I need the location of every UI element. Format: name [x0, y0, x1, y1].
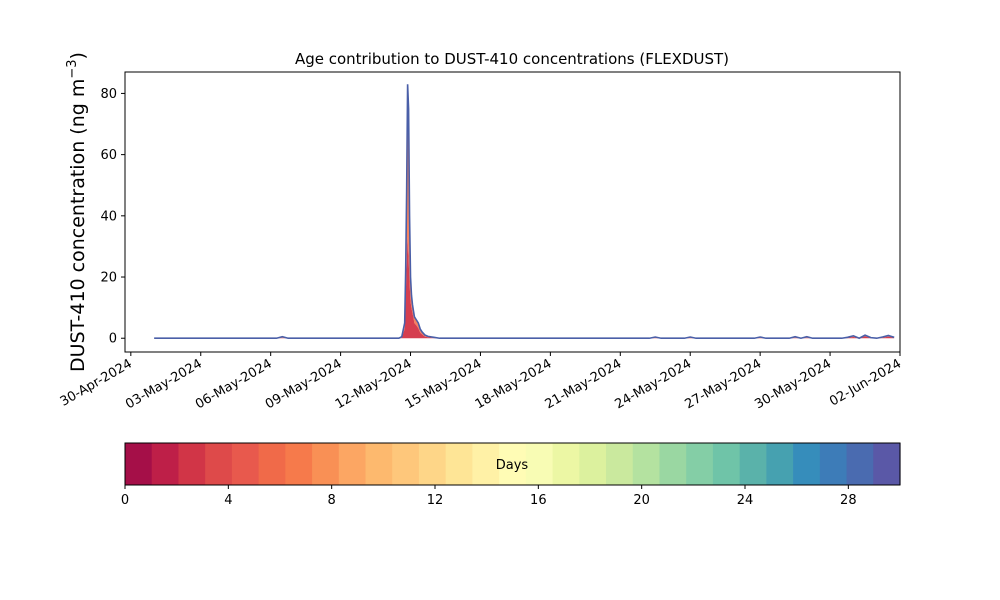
- plot-area: [154, 84, 895, 340]
- colorbar-segment: [151, 443, 180, 485]
- colorbar-segment: [445, 443, 474, 485]
- colorbar-segment: [686, 443, 714, 485]
- colorbar-tick-label: 12: [427, 493, 444, 508]
- y-axis-label-close: ): [67, 52, 89, 59]
- colorbar-segment: [472, 443, 500, 485]
- x-tick-label: 24-May-2024: [613, 356, 695, 412]
- x-tick-label: 06-May-2024: [193, 356, 275, 412]
- x-tick-label: 12-May-2024: [333, 356, 415, 412]
- x-tick-label: 02-Jun-2024: [827, 356, 904, 409]
- y-axis-label-main: DUST-410 concentration (ng m: [67, 79, 89, 372]
- colorbar-tick-label: 24: [737, 493, 754, 508]
- colorbar-tick-label: 4: [224, 493, 232, 508]
- colorbar-segment: [205, 443, 233, 485]
- colorbar-segment: [766, 443, 794, 485]
- colorbar-segment: [712, 443, 741, 485]
- colorbar-tick-label: 8: [328, 493, 336, 508]
- x-tick-label: 03-May-2024: [123, 356, 205, 412]
- y-axis: 0 20 40 60 80: [100, 87, 125, 347]
- y-tick-label: 20: [100, 271, 117, 286]
- colorbar-segment: [632, 443, 661, 485]
- colorbar-segment: [793, 443, 821, 485]
- y-tick-label: 80: [100, 87, 117, 102]
- y-tick-label: 40: [100, 209, 117, 224]
- colorbar-segment: [285, 443, 313, 485]
- x-tick-label: 18-May-2024: [473, 356, 555, 412]
- colorbar-segment: [525, 443, 554, 485]
- x-tick-label: 30-May-2024: [752, 356, 834, 412]
- x-tick-label: 21-May-2024: [543, 356, 625, 412]
- colorbar-segment: [606, 443, 634, 485]
- chart-title: Age contribution to DUST-410 concentrati…: [295, 50, 729, 68]
- area-young-contribution: [154, 236, 895, 339]
- area-older-contribution: [154, 84, 895, 339]
- x-tick-label: 09-May-2024: [263, 356, 345, 412]
- colorbar-segment: [552, 443, 580, 485]
- colorbar-segment: [659, 443, 687, 485]
- colorbar-segment: [365, 443, 393, 485]
- colorbar-tick-label: 16: [530, 493, 547, 508]
- x-tick-label: 15-May-2024: [403, 356, 485, 412]
- colorbar-segment: [338, 443, 367, 485]
- colorbar-label: Days: [496, 458, 529, 473]
- total-concentration-line: [154, 84, 895, 340]
- colorbar: 0 4 8 12 16 20 24 28: [121, 442, 901, 508]
- svg-text:DUST-410 concentration (ng m−3: DUST-410 concentration (ng m−3): [65, 52, 89, 372]
- colorbar-segment: [231, 443, 260, 485]
- colorbar-segment: [739, 443, 767, 485]
- axes-frame: [124, 71, 901, 353]
- colorbar-segment: [499, 443, 527, 485]
- colorbar-segment: [312, 443, 340, 485]
- x-axis: 30-Apr-202403-May-202406-May-202409-May-…: [58, 352, 904, 412]
- y-tick-label: 0: [109, 332, 117, 347]
- colorbar-frame: [124, 442, 901, 486]
- colorbar-segment: [125, 443, 153, 485]
- colorbar-segment: [873, 443, 901, 485]
- colorbar-segment: [258, 443, 286, 485]
- colorbar-tick-label: 20: [633, 493, 650, 508]
- x-tick-label: 27-May-2024: [682, 356, 764, 412]
- y-axis-label: DUST-410 concentration (ng m−3): [65, 52, 89, 372]
- colorbar-segment: [178, 443, 206, 485]
- colorbar-segment: [392, 443, 420, 485]
- y-axis-label-exponent: −3: [65, 59, 80, 78]
- colorbar-tick-label: 28: [840, 493, 857, 508]
- colorbar-segment: [418, 443, 447, 485]
- y-tick-label: 60: [100, 148, 117, 163]
- colorbar-segment: [579, 443, 607, 485]
- colorbar-segment: [819, 443, 848, 485]
- colorbar-tick-label: 0: [121, 493, 129, 508]
- colorbar-segment: [846, 443, 874, 485]
